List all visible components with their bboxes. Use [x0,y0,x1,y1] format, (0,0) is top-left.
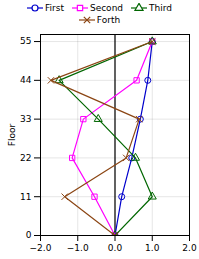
html-text:Second: Second [89,3,123,13]
svg-text:22: 22 [20,153,31,163]
html-text:First: First [45,3,64,13]
svg-text:44: 44 [20,75,32,85]
html-text:Third: Third [149,3,172,13]
svg-text:0.0: 0.0 [108,243,123,253]
svg-text:2.0: 2.0 [182,243,197,253]
html-text:Forth: Forth [96,15,121,25]
svg-text:33: 33 [20,114,31,124]
svg-text:−1.0: −1.0 [67,243,89,253]
svg-text:1.0: 1.0 [145,243,160,253]
svg-text:55: 55 [20,36,31,46]
svg-text:0: 0 [26,230,32,240]
svg-text:−2.0: −2.0 [30,243,52,253]
svg-text:11: 11 [20,192,31,202]
svg-text:Floor: Floor [7,124,17,147]
